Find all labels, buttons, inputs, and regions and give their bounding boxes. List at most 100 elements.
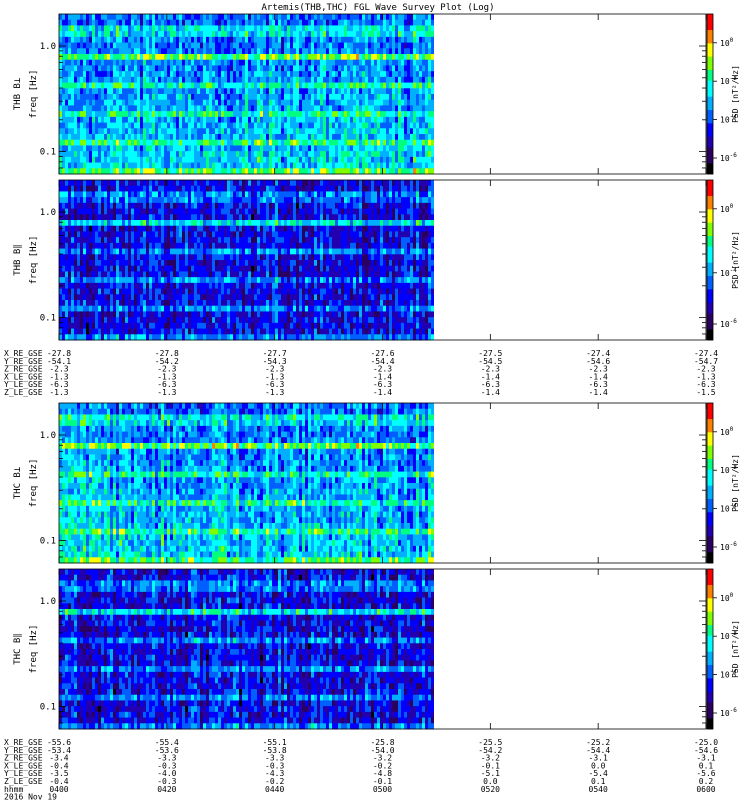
heatmap-cell xyxy=(305,59,308,66)
heatmap-cell xyxy=(164,48,167,55)
heatmap-cell xyxy=(113,54,116,61)
heatmap-cell xyxy=(299,25,302,32)
heatmap-cell xyxy=(68,94,71,101)
heatmap-cell xyxy=(125,134,128,141)
heatmap-cell xyxy=(290,25,293,32)
heatmap-cell xyxy=(299,128,302,135)
heatmap-cell xyxy=(260,42,263,49)
heatmap-cell xyxy=(164,14,167,21)
heatmap-cell xyxy=(113,242,116,249)
heatmap-cell xyxy=(404,54,407,61)
heatmap-cell xyxy=(218,54,221,61)
heatmap-cell xyxy=(287,42,290,49)
heatmap-cell xyxy=(119,105,122,112)
heatmap-cell xyxy=(374,168,377,175)
heatmap-cell xyxy=(359,105,362,112)
heatmap-cell xyxy=(104,162,107,169)
heatmap-cell xyxy=(167,260,170,267)
heatmap-cell xyxy=(311,31,314,38)
heatmap-cell xyxy=(296,139,299,146)
heatmap-cell xyxy=(263,145,266,152)
heatmap-cell xyxy=(302,48,305,55)
heatmap-cell xyxy=(272,14,275,21)
heatmap-cell xyxy=(197,14,200,21)
heatmap-cell xyxy=(155,328,158,335)
heatmap-cell xyxy=(404,19,407,26)
heatmap-cell xyxy=(143,116,146,123)
heatmap-cell xyxy=(293,54,296,61)
heatmap-cell xyxy=(128,277,131,284)
heatmap-cell xyxy=(83,156,86,163)
heatmap-cell xyxy=(416,88,419,95)
heatmap-cell xyxy=(308,14,311,21)
heatmap-cell xyxy=(311,54,314,61)
heatmap-cell xyxy=(416,134,419,141)
heatmap-cell xyxy=(227,94,230,101)
heatmap-cell xyxy=(71,71,74,78)
heatmap-cell xyxy=(275,105,278,112)
heatmap-cell xyxy=(116,19,119,26)
heatmap-cell xyxy=(143,242,146,249)
heatmap-cell xyxy=(197,248,200,255)
heatmap-cell xyxy=(59,214,62,221)
heatmap-cell xyxy=(203,202,206,209)
heatmap-cell xyxy=(188,225,191,232)
heatmap-cell xyxy=(68,214,71,221)
heatmap-cell xyxy=(143,197,146,204)
heatmap-cell xyxy=(344,116,347,123)
heatmap-cell xyxy=(89,31,92,38)
heatmap-cell xyxy=(416,71,419,78)
heatmap-cell xyxy=(122,94,125,101)
heatmap-cell xyxy=(95,76,98,83)
heatmap-cell xyxy=(413,71,416,78)
heatmap-cell xyxy=(113,116,116,123)
heatmap-cell xyxy=(290,128,293,135)
heatmap-cell xyxy=(92,277,95,284)
heatmap-cell xyxy=(143,134,146,141)
heatmap-cell xyxy=(80,134,83,141)
heatmap-cell xyxy=(299,134,302,141)
heatmap-cell xyxy=(395,19,398,26)
heatmap-cell xyxy=(341,14,344,21)
heatmap-cell xyxy=(413,145,416,152)
heatmap-cell xyxy=(293,145,296,152)
heatmap-cell xyxy=(170,54,173,61)
heatmap-cell xyxy=(86,328,89,335)
heatmap-cell xyxy=(227,139,230,146)
heatmap-cell xyxy=(233,156,236,163)
heatmap-cell xyxy=(134,185,137,192)
heatmap-cell xyxy=(332,54,335,61)
heatmap-cell xyxy=(134,111,137,118)
heatmap-cell xyxy=(101,197,104,204)
heatmap-cell xyxy=(71,328,74,335)
heatmap-cell xyxy=(221,71,224,78)
heatmap-cell xyxy=(194,248,197,255)
heatmap-cell xyxy=(179,145,182,152)
colorbar-step xyxy=(707,99,713,103)
heatmap-cell xyxy=(263,139,266,146)
heatmap-cell xyxy=(101,71,104,78)
heatmap-cell xyxy=(125,185,128,192)
heatmap-cell xyxy=(83,139,86,146)
heatmap-cell xyxy=(83,242,86,249)
heatmap-cell xyxy=(308,42,311,49)
heatmap-cell xyxy=(413,168,416,175)
heatmap-cell xyxy=(95,237,98,244)
heatmap-cell xyxy=(122,242,125,249)
heatmap-cell xyxy=(200,111,203,118)
heatmap-cell xyxy=(320,88,323,95)
heatmap-cell xyxy=(131,36,134,43)
heatmap-cell xyxy=(113,99,116,106)
heatmap-cell xyxy=(317,36,320,43)
heatmap-cell xyxy=(209,14,212,21)
heatmap-cell xyxy=(68,180,71,187)
heatmap-cell xyxy=(173,88,176,95)
heatmap-cell xyxy=(158,334,161,341)
heatmap-cell xyxy=(269,151,272,158)
heatmap-cell xyxy=(377,128,380,135)
heatmap-cell xyxy=(263,105,266,112)
heatmap-cell xyxy=(431,145,434,152)
heatmap-cell xyxy=(227,54,230,61)
heatmap-cell xyxy=(335,139,338,146)
